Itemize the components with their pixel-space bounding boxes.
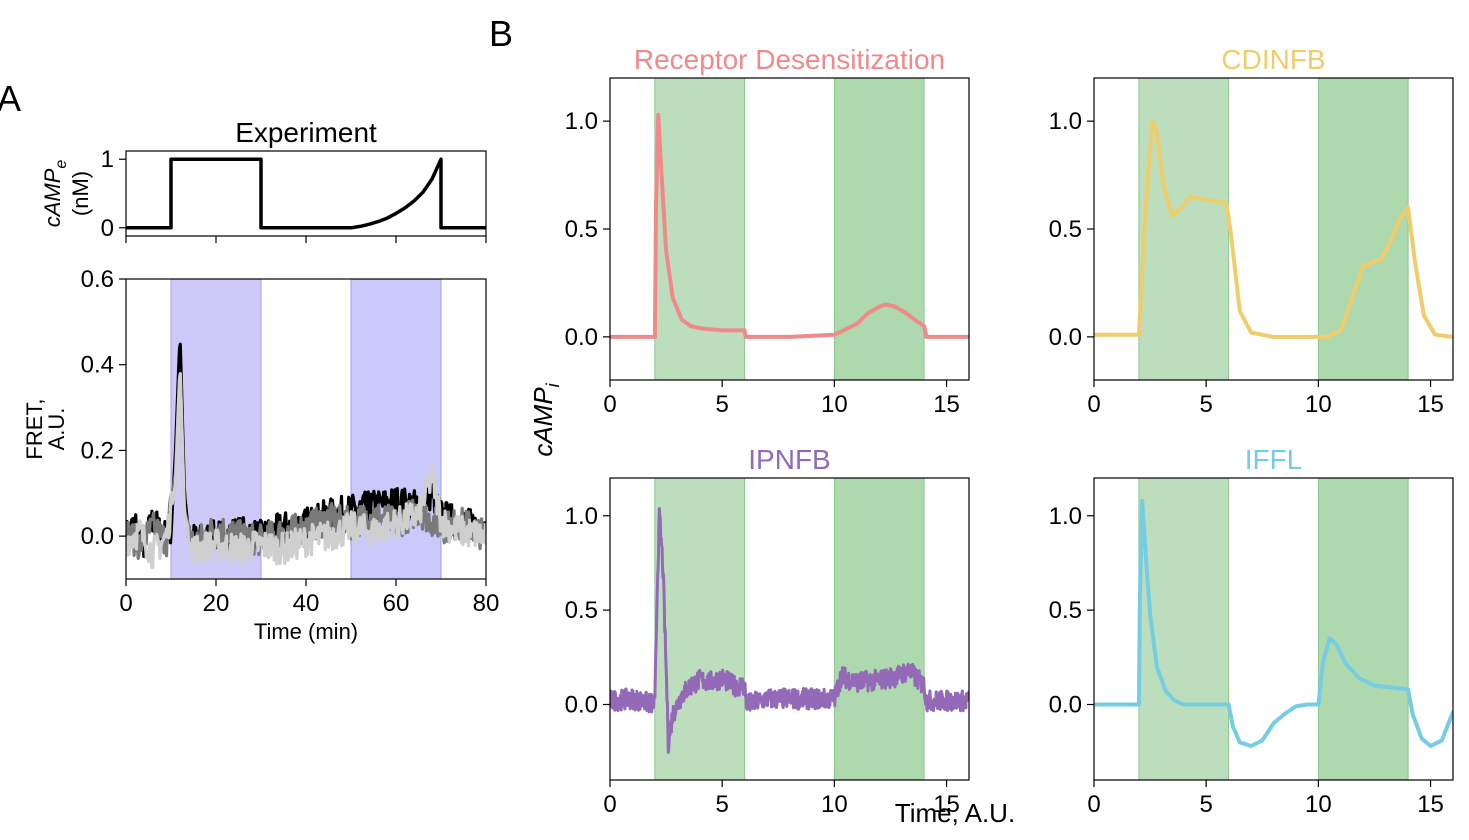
series-line [610,112,969,339]
x-tick-label: 5 [1200,391,1213,418]
y-tick-label: 0.5 [1049,597,1082,624]
x-tick-label: 0 [119,590,132,617]
plot-area [1094,78,1453,380]
y-tick-label: 0.4 [81,352,114,379]
x-tick-label: 5 [716,791,729,818]
x-tick-label: 15 [1417,791,1444,818]
plot-area [610,78,969,380]
y-tick-label: 0.5 [1049,216,1082,243]
y-tick-label: 0.6 [81,266,114,293]
x-tick-label: 5 [1200,791,1213,818]
stimulus-band [833,478,925,780]
y-tick-label: 0.0 [565,324,598,351]
plot-area [1094,478,1453,780]
series-line [610,507,969,754]
plot-area [610,478,969,780]
y-tick-label: 1.0 [1049,503,1082,530]
y-tick-label: 1.0 [565,108,598,135]
y-axis-label: cAMPe [40,160,70,228]
y-tick-label: 1.0 [1049,108,1082,135]
axes-title: Experiment [235,117,377,148]
y-tick-label: 0.2 [81,437,114,464]
x-tick-label: 15 [933,791,960,818]
x-tick-label: 10 [1305,391,1332,418]
series-line [126,157,486,230]
x-tick-label: 15 [1417,391,1444,418]
axes-frame [609,477,970,781]
axes-fret: 0 20 40 60 80 0.0 0.2 0.4 0.6 Time (min) FRET,A.U. [22,266,499,644]
y-tick-label: 0 [101,215,114,242]
y-axis-label: FRET, [22,398,47,459]
y-tick-label: 1.0 [565,503,598,530]
axes-ipnfb: 0 5 10 15 0.0 0.5 1.0 IPNFB [565,444,970,818]
y-tick-label: 0.0 [1049,692,1082,719]
panel-label-b: B [489,13,513,54]
y-tick-label: 0.0 [81,523,114,550]
axes-title: IFFL [1245,444,1303,475]
axes-frame [125,150,487,237]
stimulus-band [654,78,746,380]
x-tick-label: 5 [716,391,729,418]
axes-receptor: 0 5 10 15 0.0 0.5 1.0 Receptor Desensitization [565,44,970,418]
stimulus-band [1317,478,1409,780]
x-tick-label: 10 [821,391,848,418]
y-tick-label: 0.0 [565,692,598,719]
x-axis-label: Time, A.U. [895,798,1015,828]
y-tick-label: 0.0 [1049,324,1082,351]
axes-title: CDINFB [1221,44,1325,75]
y-tick-label: 1 [101,146,114,173]
x-tick-label: 10 [1305,791,1332,818]
axes-iffl: 0 5 10 15 0.0 0.5 1.0 IFFL [1049,444,1454,818]
axes-title: Receptor Desensitization [634,44,945,75]
axes-title: IPNFB [748,444,830,475]
y-axis-label-unit: A.U. [44,408,69,451]
y-tick-label: 0.5 [565,597,598,624]
x-tick-label: 20 [203,590,230,617]
plot-area [126,157,486,230]
x-tick-label: 0 [603,391,616,418]
y-tick-label: 0.5 [565,216,598,243]
series-line [1094,498,1453,748]
x-tick-label: 0 [603,791,616,818]
x-tick-label: 10 [821,791,848,818]
x-tick-label: 15 [933,391,960,418]
plot-area [126,279,486,579]
y-axis-label: cAMPi [528,382,563,456]
x-tick-label: 0 [1087,791,1100,818]
stimulus-band [1317,78,1409,380]
axes-cdinfb: 0 5 10 15 0.0 0.5 1.0 CDINFB [1049,44,1454,418]
axes-frame [1093,477,1454,781]
axes-stimulus: 0 1 Experiment cAMPe(nM) [40,117,487,243]
y-axis-unit: (nM) [68,171,93,216]
panel-label-a: A [0,78,21,119]
x-axis-label: Time (min) [254,619,358,644]
stimulus-band [833,78,925,380]
x-tick-label: 60 [383,590,410,617]
x-tick-label: 80 [473,590,500,617]
series-line [126,372,486,570]
series-line [1094,119,1453,339]
shared-y-label: cAMPi [528,382,563,456]
x-tick-label: 40 [293,590,320,617]
x-tick-label: 0 [1087,391,1100,418]
